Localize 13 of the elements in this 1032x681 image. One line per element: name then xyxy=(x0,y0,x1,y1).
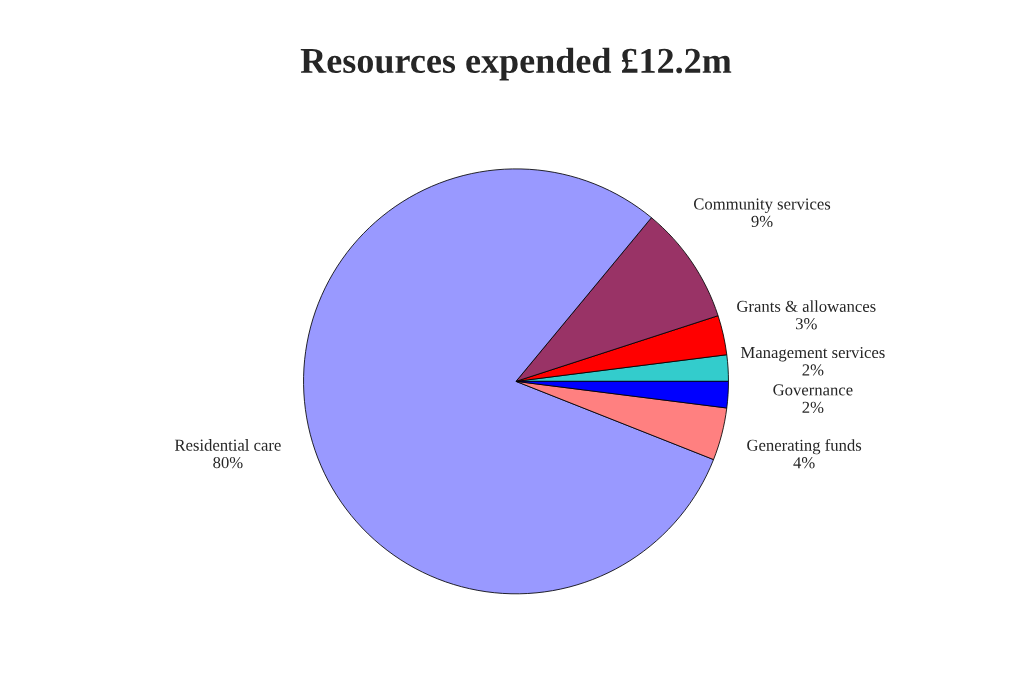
data-label: 80% xyxy=(213,456,243,469)
slice-label: Governance xyxy=(773,384,853,396)
data-label: 2% xyxy=(802,401,824,413)
data-label: 9% xyxy=(751,215,773,228)
data-label: 2% xyxy=(802,364,824,376)
slice-label: Generating funds xyxy=(747,438,862,455)
chart-title: Resources expended £12.2m xyxy=(300,47,732,81)
data-label: 4% xyxy=(793,457,815,469)
slice-label: Community services xyxy=(693,198,831,214)
slice-label: Residential care xyxy=(174,439,281,451)
slice-label: Management services xyxy=(740,346,885,362)
data-label: 3% xyxy=(795,318,817,330)
slice-label: Grants & allowances xyxy=(737,300,876,312)
